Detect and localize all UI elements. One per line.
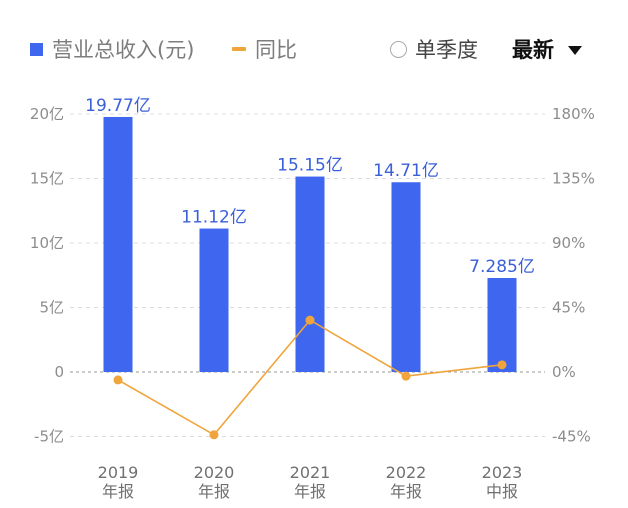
bar-data-label: 19.77亿 — [85, 96, 151, 116]
period-dropdown[interactable]: 最新 — [512, 34, 582, 64]
y-right-tick-label: 135% — [552, 170, 595, 188]
y-right-tick-label: 0% — [552, 363, 576, 381]
x-tick-label-year: 2021 — [290, 463, 331, 482]
x-tick-label-type: 年报 — [198, 482, 230, 501]
bar-swatch-icon — [30, 42, 43, 56]
x-tick-label-type: 年报 — [102, 482, 134, 501]
bar — [199, 228, 229, 372]
yoy-point — [401, 371, 411, 381]
y-left-tick-label: 0 — [54, 363, 64, 381]
caret-down-icon — [568, 45, 582, 55]
y-right-tick-label: -45% — [552, 428, 591, 446]
yoy-point — [209, 430, 219, 440]
legend-yoy-label: 同比 — [255, 38, 297, 62]
bar — [487, 278, 517, 372]
legend-yoy[interactable]: 同比 — [232, 34, 297, 64]
bar-data-label: 7.285亿 — [469, 257, 535, 277]
bar-data-label: 14.71亿 — [373, 161, 439, 181]
x-tick-label-type: 年报 — [294, 482, 326, 501]
quarterly-label: 单季度 — [415, 38, 478, 62]
bar-data-label: 11.12亿 — [181, 208, 247, 228]
x-tick-label-year: 2022 — [386, 463, 427, 482]
bar-data-label: 15.15亿 — [277, 156, 343, 176]
x-tick-label-year: 2020 — [194, 463, 235, 482]
bar — [103, 116, 133, 372]
yoy-point — [305, 315, 315, 325]
y-left-tick-label: 5亿 — [39, 299, 64, 317]
period-dropdown-label: 最新 — [512, 38, 554, 62]
y-left-tick-label: 20亿 — [30, 105, 64, 123]
x-tick-label-year: 2019 — [98, 463, 139, 482]
x-tick-label-year: 2023 — [482, 463, 523, 482]
bar — [391, 182, 421, 372]
y-right-tick-label: 90% — [552, 234, 585, 252]
yoy-point — [497, 360, 507, 370]
legend-revenue[interactable]: 营业总收入(元) — [30, 34, 194, 64]
y-left-tick-label: 10亿 — [30, 234, 64, 252]
radio-circle-icon[interactable] — [390, 40, 407, 58]
x-tick-label-type: 年报 — [390, 482, 422, 501]
y-left-tick-label: 15亿 — [30, 170, 64, 188]
yoy-point — [113, 375, 123, 385]
y-right-tick-label: 180% — [552, 105, 595, 123]
quarterly-toggle[interactable]: 单季度 — [390, 34, 478, 64]
legend-revenue-label: 营业总收入(元) — [52, 38, 195, 62]
line-swatch-icon — [232, 47, 246, 51]
x-tick-label-type: 中报 — [486, 482, 518, 501]
y-right-tick-label: 45% — [552, 299, 585, 317]
bar — [295, 176, 325, 372]
y-left-tick-label: -5亿 — [34, 428, 64, 446]
